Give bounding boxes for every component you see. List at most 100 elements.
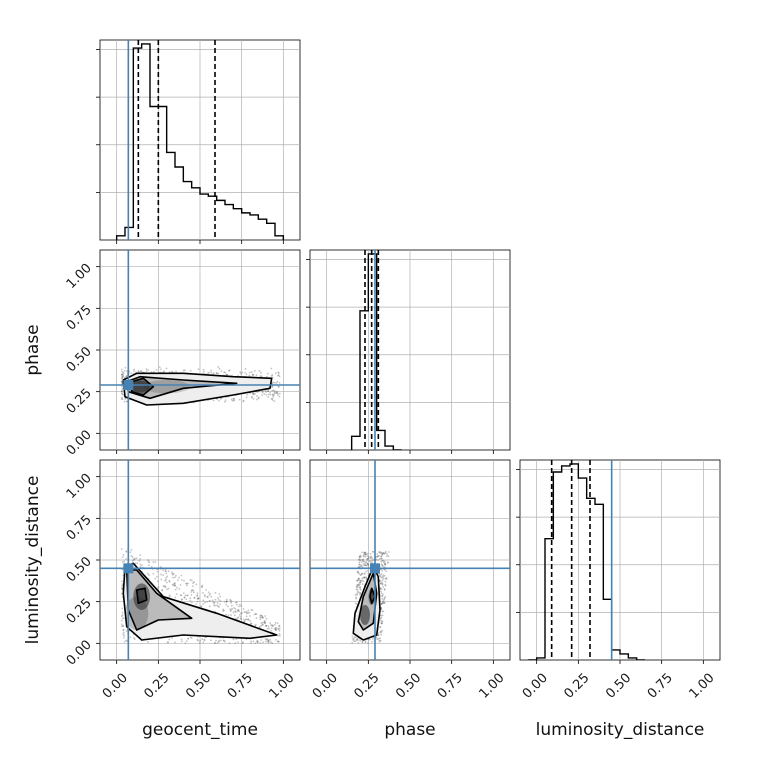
scatter-point bbox=[384, 563, 386, 566]
scatter-point bbox=[382, 574, 385, 577]
scatter-point bbox=[135, 557, 138, 560]
scatter-point bbox=[274, 392, 276, 395]
scatter-point bbox=[250, 640, 252, 643]
scatter-point bbox=[230, 609, 232, 612]
scatter-point bbox=[357, 577, 360, 580]
scatter-point bbox=[167, 587, 170, 590]
scatter-point bbox=[381, 594, 384, 597]
scatter-point bbox=[382, 559, 384, 562]
scatter-point bbox=[361, 572, 363, 575]
contour-line-level-3 bbox=[130, 377, 155, 396]
scatter-point bbox=[233, 399, 235, 402]
scatter-point bbox=[197, 639, 199, 642]
x-tick-label: 1.00 bbox=[687, 671, 718, 702]
scatter-point bbox=[265, 391, 267, 393]
scatter-point bbox=[209, 600, 211, 602]
scatter-point bbox=[379, 637, 381, 640]
scatter-point bbox=[174, 588, 177, 591]
scatter-point bbox=[225, 601, 228, 603]
histogram bbox=[115, 40, 285, 240]
scatter-point bbox=[359, 554, 362, 557]
scatter-point bbox=[384, 550, 387, 553]
scatter-point bbox=[359, 580, 362, 583]
scatter-point bbox=[358, 556, 361, 559]
scatter-point bbox=[202, 603, 205, 605]
scatter-point bbox=[171, 637, 173, 639]
scatter-point bbox=[217, 605, 219, 608]
scatter-point bbox=[229, 608, 232, 611]
scatter-point bbox=[356, 639, 359, 641]
scatter-point bbox=[278, 392, 281, 395]
scatter-point bbox=[259, 641, 262, 644]
scatter-point bbox=[223, 371, 226, 374]
scatter-point bbox=[272, 625, 275, 627]
scatter-point bbox=[351, 637, 354, 640]
scatter-point bbox=[242, 618, 245, 621]
scatter-point bbox=[360, 564, 363, 567]
scatter-point bbox=[246, 393, 249, 396]
scatter-point bbox=[366, 559, 369, 562]
scatter-point bbox=[377, 633, 380, 636]
scatter-point bbox=[378, 551, 380, 553]
scatter-point bbox=[226, 600, 228, 602]
scatter-point bbox=[382, 586, 385, 588]
scatter-point bbox=[222, 608, 224, 611]
scatter-point bbox=[171, 571, 173, 574]
scatter-point bbox=[200, 605, 202, 608]
x-tick-label: 0.00 bbox=[100, 671, 131, 702]
x-tick-label: 1.00 bbox=[267, 671, 298, 702]
scatter-point bbox=[371, 559, 374, 562]
scatter-point bbox=[201, 584, 204, 587]
scatter-point bbox=[125, 370, 128, 373]
scatter-point bbox=[210, 369, 213, 372]
scatter-point bbox=[364, 555, 367, 558]
scatter-point bbox=[272, 381, 275, 384]
scatter-point bbox=[380, 608, 383, 611]
scatter-point bbox=[271, 385, 274, 388]
scatter-point bbox=[278, 385, 280, 388]
scatter-point bbox=[353, 636, 356, 639]
scatter-point bbox=[166, 641, 169, 644]
scatter-point bbox=[358, 581, 361, 584]
scatter-point bbox=[222, 639, 225, 642]
scatter-point bbox=[276, 640, 279, 643]
scatter-point bbox=[120, 380, 123, 383]
scatter-point bbox=[355, 597, 358, 600]
scatter-point bbox=[354, 602, 357, 605]
scatter-point bbox=[131, 559, 134, 562]
scatter-point bbox=[352, 638, 355, 641]
scatter-point bbox=[356, 592, 359, 595]
scatter-point bbox=[362, 576, 365, 579]
scatter-point bbox=[180, 638, 183, 641]
scatter-point bbox=[158, 366, 161, 369]
density-blob bbox=[130, 380, 150, 393]
scatter-point bbox=[381, 595, 384, 598]
scatter-point bbox=[278, 629, 281, 632]
scatter-point bbox=[148, 561, 151, 564]
scatter-point bbox=[380, 603, 383, 606]
scatter-point bbox=[255, 613, 257, 616]
scatter-point bbox=[121, 376, 124, 379]
scatter-point bbox=[234, 642, 237, 644]
scatter-point bbox=[364, 561, 367, 564]
scatter-point bbox=[126, 375, 128, 378]
scatter-point bbox=[380, 560, 383, 563]
scatter-point bbox=[351, 641, 354, 644]
scatter-point bbox=[272, 395, 275, 398]
scatter-point bbox=[181, 598, 184, 601]
scatter-point bbox=[274, 628, 277, 631]
scatter-point bbox=[206, 596, 209, 598]
scatter-point bbox=[385, 577, 388, 579]
scatter-point bbox=[145, 370, 148, 373]
y-axis-label-phase: phase bbox=[23, 324, 43, 375]
scatter-point bbox=[175, 574, 177, 577]
scatter-point bbox=[123, 640, 126, 643]
scatter-point bbox=[256, 641, 259, 644]
scatter-point bbox=[383, 588, 386, 591]
scatter-point bbox=[230, 614, 232, 616]
panel-geocent_time-vs-luminosity_distance bbox=[99, 459, 301, 661]
scatter-point bbox=[268, 627, 270, 630]
scatter-point bbox=[381, 576, 384, 578]
scatter-point bbox=[382, 561, 385, 564]
scatter-point bbox=[275, 372, 277, 374]
